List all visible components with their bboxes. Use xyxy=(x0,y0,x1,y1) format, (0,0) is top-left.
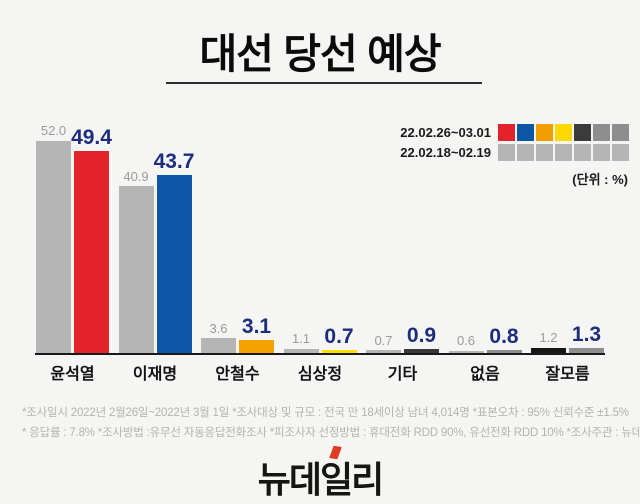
value-label-prev: 52.0 xyxy=(40,123,67,139)
value-label-prev: 1.1 xyxy=(291,330,311,346)
category-label: 기타 xyxy=(387,366,418,383)
category-label: 안철수 xyxy=(215,366,260,383)
bar-column: 1.1 xyxy=(283,330,319,353)
bar-column: 1.2 xyxy=(531,331,566,353)
bar-curr xyxy=(486,349,522,353)
legend-swatches-current xyxy=(498,124,629,141)
value-label-curr: 0.8 xyxy=(489,324,519,348)
bar-column: 49.4 xyxy=(71,126,112,353)
bar-prev xyxy=(201,338,236,353)
bar-column: 40.9 xyxy=(118,168,154,353)
legend-swatch xyxy=(555,124,572,141)
bar-column: 0.9 xyxy=(404,325,439,353)
logo-wordmark: 뉴데일리 xyxy=(257,459,384,500)
bar-prev xyxy=(283,348,319,353)
bar-column: 1.3 xyxy=(569,322,604,353)
footnote-line-1: *조사일시 2022년 2월26일~2022년 3월 1일 *조사대상 및 규모… xyxy=(22,407,629,419)
value-label-curr: 43.7 xyxy=(153,149,195,173)
bar-column: 43.7 xyxy=(153,149,195,353)
bar-column: 0.8 xyxy=(486,324,522,353)
value-label-prev: 1.2 xyxy=(539,330,558,346)
legend-swatch xyxy=(612,124,629,141)
value-label-curr: 49.4 xyxy=(71,126,112,150)
category-label: 윤석열 xyxy=(50,366,95,383)
value-label-prev: 0.6 xyxy=(456,332,476,348)
legend-swatch xyxy=(498,124,515,141)
legend-label-current: 22.02.26~03.01 xyxy=(400,125,491,140)
category-label: 없음 xyxy=(470,366,500,383)
legend-label-previous: 22.02.18~02.19 xyxy=(400,145,491,160)
bar-column: 0.7 xyxy=(321,325,357,353)
legend-row-previous: 22.02.18~02.19 xyxy=(400,144,629,161)
bar-group: 1.2 1.3 xyxy=(531,322,604,353)
logo: 뉴데일리 xyxy=(0,451,640,503)
category-label: 심상정 xyxy=(297,366,343,383)
footnote-line-2: * 응답률 : 7.8% *조사방법 :유무선 자동응답전화조사 *피조사자 선… xyxy=(22,427,640,439)
logo-text: 뉴데일리 xyxy=(257,451,384,503)
page-title: 대선 당선 예상 xyxy=(199,31,441,77)
value-label-curr: 0.7 xyxy=(324,325,354,349)
legend-swatch xyxy=(517,124,534,141)
bar-column: 3.6 xyxy=(201,322,236,353)
bar-prev xyxy=(448,350,484,353)
legend-swatch xyxy=(536,144,553,161)
legend-swatch xyxy=(498,144,515,161)
bar-group: 52.0 49.4 xyxy=(36,124,112,353)
bar-curr xyxy=(404,349,439,353)
bar-curr xyxy=(239,340,274,353)
bar-group: 0.6 0.8 xyxy=(448,324,522,353)
legend-swatch xyxy=(574,144,591,161)
legend-swatches-previous xyxy=(498,144,629,161)
bar-prev xyxy=(118,186,154,353)
value-label-prev: 3.6 xyxy=(209,320,228,336)
value-label-curr: 0.9 xyxy=(406,324,437,348)
value-label-prev: 0.7 xyxy=(374,332,393,348)
category-label: 이재명 xyxy=(132,366,178,383)
bar-prev xyxy=(36,140,71,353)
bar-plot: 52.0 49.4 40.9 43.7 3.6 3.1 1.1 0.7 0.7 0.9 0.6 0.8… xyxy=(35,108,605,355)
bar-column: 0.6 xyxy=(448,332,484,353)
bar-group: 0.7 0.9 xyxy=(366,325,439,353)
legend-swatch xyxy=(593,124,610,141)
legend-swatch xyxy=(593,144,610,161)
category-label: 잘모름 xyxy=(545,366,590,383)
legend-swatch xyxy=(536,124,553,141)
bar-column: 52.0 xyxy=(36,124,71,353)
legend-swatch xyxy=(517,144,534,161)
legend-swatch xyxy=(555,144,572,161)
legend-swatch xyxy=(612,144,629,161)
bar-group: 1.1 0.7 xyxy=(283,325,357,353)
legend-swatch xyxy=(574,124,591,141)
category-labels: 윤석열 이재명 안철수 심상정 기타 없음 잘모름 xyxy=(35,360,605,384)
bar-column: 0.7 xyxy=(366,332,401,353)
value-label-curr: 1.3 xyxy=(571,322,602,346)
bar-prev xyxy=(531,348,566,353)
bar-curr xyxy=(74,151,109,353)
value-label-prev: 40.9 xyxy=(123,168,149,184)
legend-row-current: 22.02.26~03.01 xyxy=(400,124,629,141)
logo-accent-icon xyxy=(329,445,342,459)
title-underline xyxy=(166,82,482,84)
legend: 22.02.26~03.01 22.02.18~02.19 xyxy=(400,124,629,161)
bar-prev xyxy=(366,350,401,353)
unit-note: (단위 : %) xyxy=(572,172,628,187)
bar-column: 3.1 xyxy=(239,316,274,353)
bar-group: 3.6 3.1 xyxy=(201,316,274,353)
bar-group: 40.9 43.7 xyxy=(118,149,195,353)
bar-curr xyxy=(156,174,192,353)
bar-curr xyxy=(569,347,604,353)
value-label-curr: 3.1 xyxy=(241,315,272,339)
bar-curr xyxy=(321,350,357,353)
